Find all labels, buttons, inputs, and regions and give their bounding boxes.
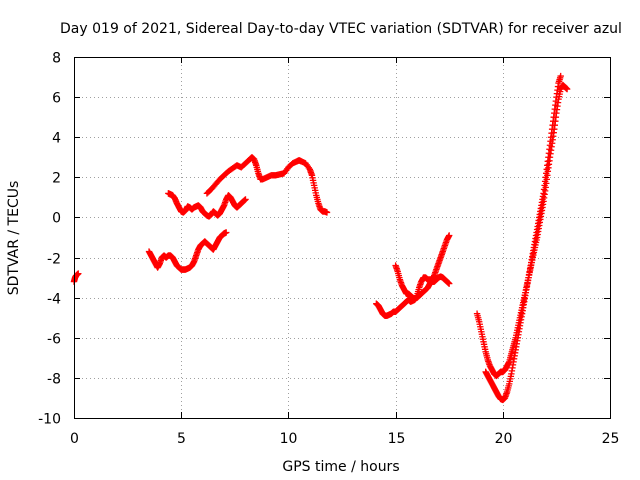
data-point: [242, 196, 249, 203]
y-tick-label: -4: [47, 292, 61, 308]
series-4: [203, 154, 331, 216]
chart-title: Day 019 of 2021, Sidereal Day-to-day VTE…: [60, 21, 622, 37]
data-point: [446, 280, 453, 287]
y-tick-label: 6: [52, 91, 61, 107]
x-tick-label: 25: [602, 431, 620, 447]
y-axis-label: SDTVAR / TECUs: [6, 181, 22, 296]
x-tick-label: 20: [495, 431, 513, 447]
y-tick-label: -10: [38, 412, 61, 428]
data-point: [75, 270, 82, 277]
axis-ticks: [74, 57, 611, 419]
data-point: [223, 229, 230, 236]
x-tick-label: 15: [388, 431, 406, 447]
y-tick-label: 8: [52, 51, 61, 67]
y-tick-label: 0: [52, 211, 61, 227]
series-2: [145, 229, 230, 273]
x-tick-labels: 0 5 10 15 20 25: [70, 431, 619, 447]
series-1: [70, 270, 82, 285]
x-tick-label: 5: [177, 431, 186, 447]
y-tick-label: -2: [47, 252, 61, 268]
plot-frame: [74, 57, 611, 419]
y-tick-labels: -10 -8 -6 -4 -2 0 2 4 6 8: [38, 51, 61, 428]
x-tick-label: 10: [280, 431, 298, 447]
data-point: [446, 232, 453, 239]
series-3: [165, 190, 249, 220]
data-point: [563, 85, 571, 93]
x-tick-label: 0: [70, 431, 79, 447]
y-tick-label: -6: [47, 332, 61, 348]
data-marks: [70, 72, 571, 404]
series-6: [392, 232, 453, 302]
x-axis-label: GPS time / hours: [282, 459, 399, 475]
y-tick-label: -8: [47, 372, 61, 388]
data-point: [323, 209, 331, 216]
data-point: [557, 72, 564, 80]
grid: [74, 57, 610, 418]
y-tick-label: 4: [52, 131, 61, 147]
y-tick-label: 2: [52, 171, 61, 187]
series-8: [482, 72, 564, 404]
series-7: [473, 81, 571, 380]
